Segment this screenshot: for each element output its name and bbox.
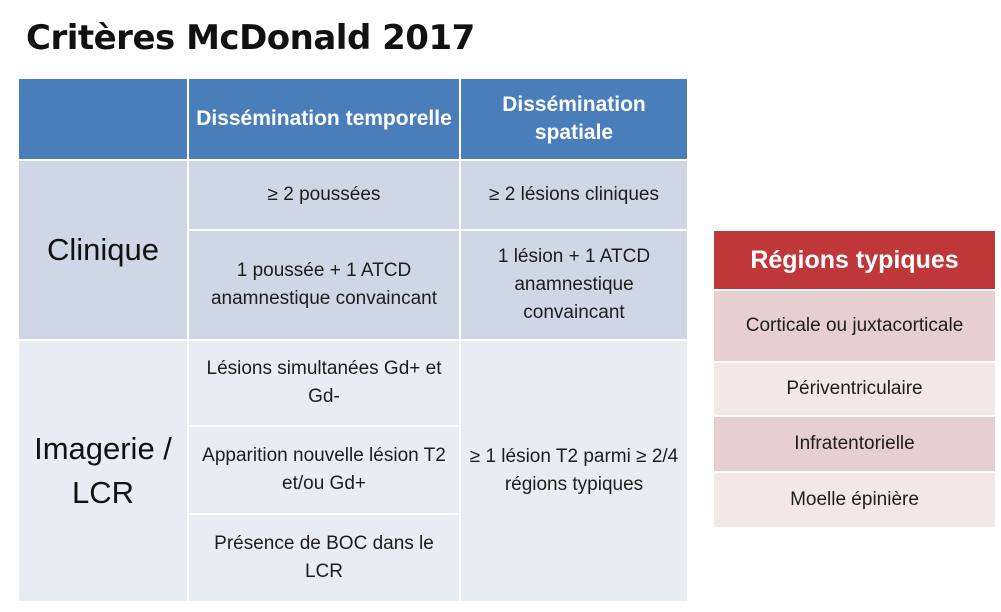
regions-title: Régions typiques — [712, 229, 997, 291]
table-row: Imagerie / LCR Lésions simultanées Gd+ e… — [17, 339, 689, 603]
page-title: Critères McDonald 2017 — [26, 18, 475, 58]
table-header-row: Dissémination temporelle Dissémination s… — [17, 77, 689, 161]
cell-clinique-spatiale-2: 1 lésion + 1 ATCD anamnestique convainca… — [459, 229, 689, 341]
regions-header-row: Régions typiques — [712, 229, 997, 291]
table-row: Présence de BOC dans le LCR — [18, 513, 688, 603]
list-item: Moelle épinière — [712, 471, 997, 529]
header-temporelle: Dissémination temporelle — [187, 77, 461, 161]
region-item-infratentorielle: Infratentorielle — [712, 415, 997, 473]
table-row: 1 poussée + 1 ATCD anamnestique convainc… — [18, 229, 689, 341]
table-row: Clinique ≥ 2 poussées ≥ 2 lésions cliniq… — [17, 159, 689, 341]
region-item-periventriculaire: Périventriculaire — [712, 361, 997, 417]
row-label-imagerie: Imagerie / LCR — [17, 339, 189, 603]
region-item-moelle: Moelle épinière — [712, 471, 997, 529]
cell-clinique-temporelle-1: ≥ 2 poussées — [187, 159, 461, 231]
header-spatiale: Dissémination spatiale — [459, 77, 689, 161]
regions-table: Régions typiques Corticale ou juxtacorti… — [712, 229, 997, 529]
cell-clinique-spatiale-1: ≥ 2 lésions cliniques — [459, 159, 689, 231]
cell-imagerie-spatiale: ≥ 1 lésion T2 parmi ≥ 2/4 régions typiqu… — [459, 339, 689, 603]
header-empty-cell — [17, 77, 189, 161]
list-item: Périventriculaire — [712, 361, 997, 417]
cell-imagerie-temporelle-2: Apparition nouvelle lésion T2 et/ou Gd+ — [187, 425, 461, 515]
cell-imagerie-temporelle-3: Présence de BOC dans le LCR — [187, 513, 461, 603]
list-item: Infratentorielle — [712, 415, 997, 473]
cell-clinique-temporelle-2: 1 poussée + 1 ATCD anamnestique convainc… — [187, 229, 461, 341]
criteria-table: Dissémination temporelle Dissémination s… — [17, 77, 689, 603]
table-row: Apparition nouvelle lésion T2 et/ou Gd+ — [18, 425, 688, 515]
cell-imagerie-temporelle-1: Lésions simultanées Gd+ et Gd- — [187, 339, 461, 427]
list-item: Corticale ou juxtacorticale — [712, 289, 997, 363]
row-label-clinique: Clinique — [17, 159, 189, 341]
region-item-corticale: Corticale ou juxtacorticale — [712, 289, 997, 363]
